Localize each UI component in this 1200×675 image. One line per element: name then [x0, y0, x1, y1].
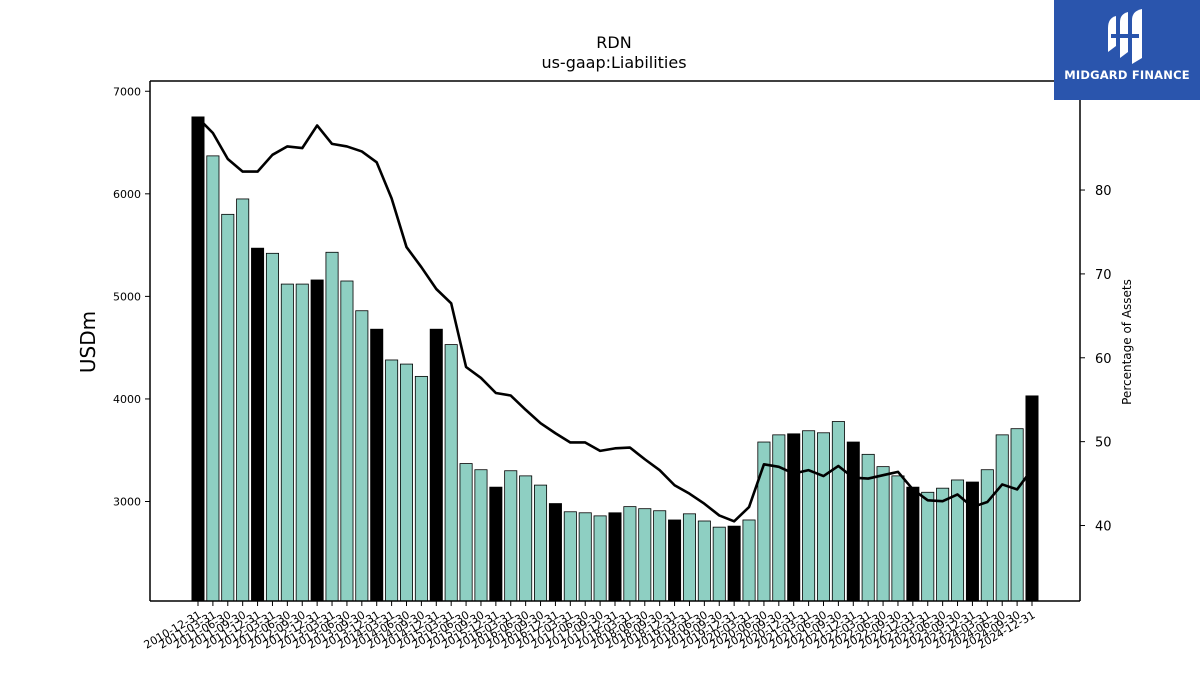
bar — [1010, 428, 1024, 602]
bar — [965, 481, 979, 602]
y-axis-label: USDm — [76, 311, 100, 373]
brand-logo: MIDGARD FINANCE — [1054, 0, 1200, 100]
bar — [385, 359, 399, 602]
bar — [816, 432, 831, 602]
y2-tick-label: 50 — [1095, 436, 1112, 451]
bar — [534, 484, 548, 602]
y-tick-label: 5000 — [113, 290, 141, 303]
bar — [727, 525, 741, 602]
bar — [936, 487, 950, 602]
bar — [251, 247, 265, 602]
bar — [459, 463, 473, 602]
bar — [295, 283, 309, 602]
bar — [995, 434, 1009, 602]
bar — [742, 519, 756, 602]
bar — [355, 310, 369, 602]
bar — [280, 283, 294, 602]
bar — [370, 328, 384, 602]
bar — [578, 512, 592, 602]
bar — [980, 469, 994, 602]
bar — [206, 155, 220, 602]
bar — [623, 506, 637, 602]
bar — [712, 526, 726, 602]
bar — [802, 430, 816, 602]
bar — [876, 466, 890, 602]
bar — [772, 434, 786, 602]
bar — [697, 520, 711, 602]
y-tick-label: 3000 — [113, 496, 141, 509]
bars-group — [191, 116, 1039, 602]
bar — [608, 512, 622, 602]
bar — [668, 519, 682, 602]
bar — [399, 363, 414, 602]
y-tick-label: 4000 — [113, 393, 141, 406]
chart-title: RDN — [596, 33, 631, 52]
bar — [265, 252, 279, 602]
bar — [1025, 395, 1039, 602]
y-ticks-group: 3000 4000 5000 6000 7000 — [113, 85, 150, 509]
bar — [310, 279, 324, 602]
bar — [444, 344, 458, 602]
brand-name: MIDGARD FINANCE — [1064, 68, 1190, 82]
bar — [504, 470, 518, 602]
y2-axis-label: Percentage of Assets — [1120, 279, 1134, 405]
y-tick-label: 6000 — [113, 188, 141, 201]
bar — [682, 513, 696, 602]
bar — [593, 515, 607, 602]
bar — [519, 475, 533, 602]
bar — [846, 441, 860, 602]
bar — [236, 198, 250, 602]
bar — [906, 486, 920, 602]
bar — [653, 510, 667, 602]
midgard-logo-icon — [1108, 9, 1142, 64]
bar — [638, 508, 652, 602]
y2-tick-label: 60 — [1095, 352, 1112, 367]
line-group — [197, 116, 1034, 523]
percentage-line — [197, 116, 1034, 523]
bar — [474, 469, 488, 602]
bar — [325, 251, 339, 602]
bar — [548, 503, 562, 602]
y2-tick-label: 70 — [1095, 268, 1112, 283]
bar — [414, 375, 428, 602]
bar — [429, 328, 443, 602]
bar — [340, 280, 354, 602]
bar — [787, 433, 801, 602]
bar — [221, 213, 235, 602]
x-ticks-group: 2010-12-312011-03-312011-06-302011-09-30… — [142, 601, 1038, 652]
bar — [489, 486, 503, 602]
y2-tick-label: 80 — [1095, 184, 1112, 199]
bar — [891, 475, 905, 602]
bar — [563, 511, 577, 602]
y2-ticks-group: 40 50 60 70 80 — [1080, 184, 1112, 535]
bar — [191, 116, 205, 602]
chart-subtitle: us-gaap:Liabilities — [541, 53, 686, 72]
y2-tick-label: 40 — [1095, 520, 1112, 535]
bar — [831, 421, 845, 602]
bar — [921, 491, 935, 602]
y-tick-label: 7000 — [113, 85, 141, 98]
